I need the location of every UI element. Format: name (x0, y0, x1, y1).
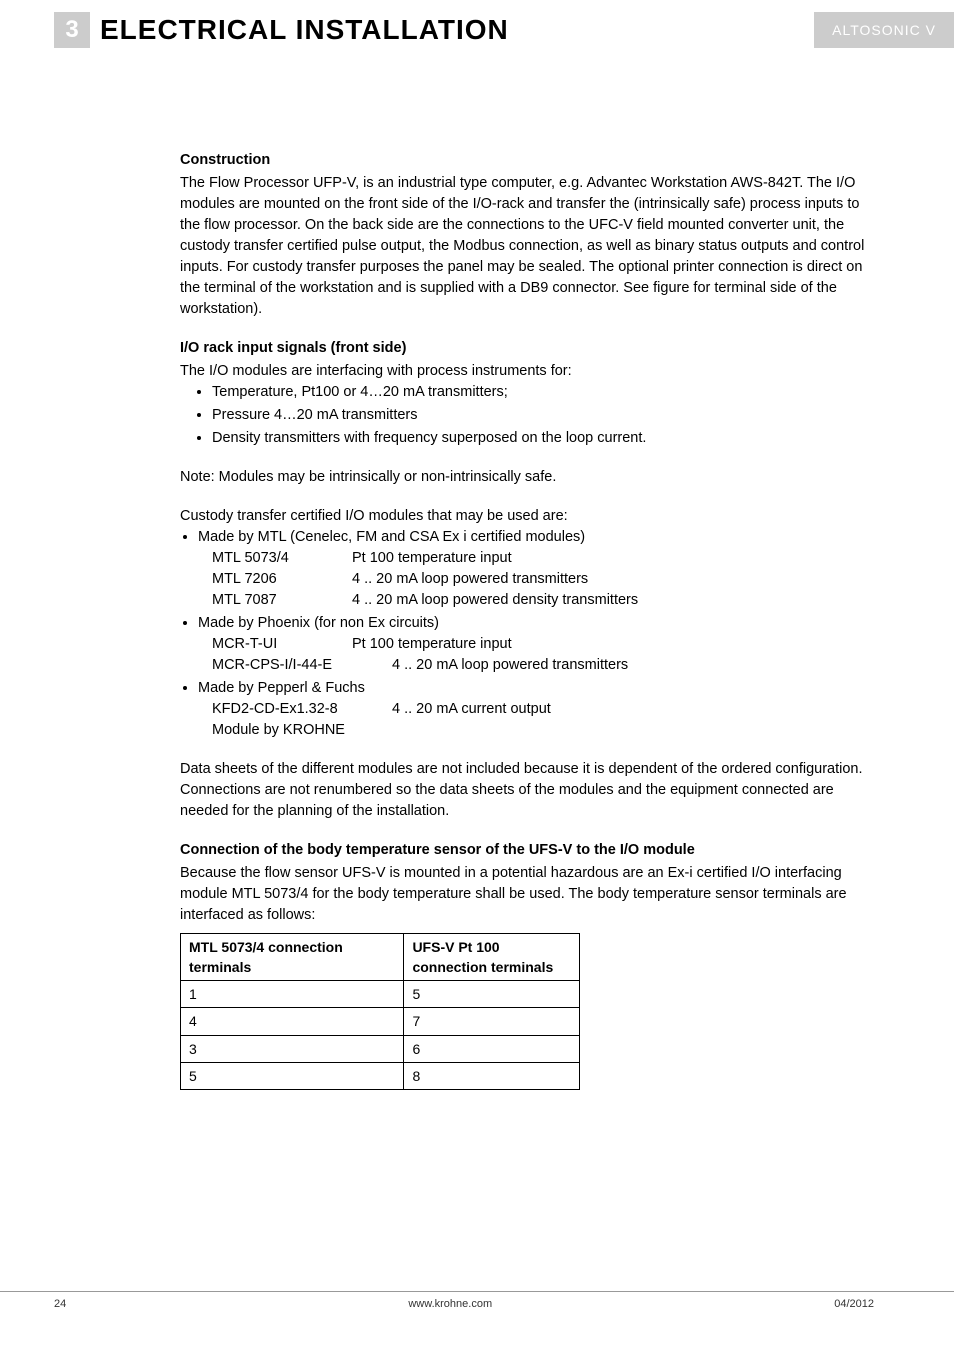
custody-intro: Custody transfer certified I/O modules t… (180, 506, 874, 527)
page-header: 3 ELECTRICAL INSTALLATION ALTOSONIC V (0, 0, 954, 60)
table-cell: 1 (181, 981, 404, 1008)
module-group: Made by MTL (Cenelec, FM and CSA Ex i ce… (198, 527, 874, 611)
module-row: MCR-CPS-I/I-44-E4 .. 20 mA loop powered … (212, 655, 874, 676)
module-trailing: Module by KROHNE (212, 720, 874, 741)
module-group: Made by Phoenix (for non Ex circuits) MC… (198, 613, 874, 676)
table-cell: 8 (404, 1062, 580, 1089)
list-item: Temperature, Pt100 or 4…20 mA transmitte… (212, 382, 874, 403)
table-row: 15 (181, 981, 580, 1008)
module-row: MTL 5073/4Pt 100 temperature input (212, 548, 874, 569)
module-desc: 4 .. 20 mA current output (392, 699, 551, 720)
table-header-row: MTL 5073/4 connection terminals UFS-V Pt… (181, 933, 580, 981)
note-paragraph: Note: Modules may be intrinsically or no… (180, 467, 874, 488)
module-code: KFD2-CD-Ex1.32-8 (212, 699, 392, 720)
table-cell: 3 (181, 1035, 404, 1062)
table-row: 36 (181, 1035, 580, 1062)
module-row: KFD2-CD-Ex1.32-84 .. 20 mA current outpu… (212, 699, 874, 720)
footer-url: www.krohne.com (408, 1298, 492, 1310)
table-cell: 4 (181, 1008, 404, 1035)
module-code: MCR-CPS-I/I-44-E (212, 655, 392, 676)
module-row: MTL 72064 .. 20 mA loop powered transmit… (212, 569, 874, 590)
module-maker: Made by Phoenix (for non Ex circuits) (198, 615, 439, 631)
construction-paragraph: The Flow Processor UFP-V, is an industri… (180, 173, 874, 320)
connection-heading: Connection of the body temperature senso… (180, 840, 874, 861)
module-desc: 4 .. 20 mA loop powered transmitters (352, 569, 588, 590)
module-code: MTL 5073/4 (212, 548, 352, 569)
module-code: MTL 7206 (212, 569, 352, 590)
module-row: MCR-T-UIPt 100 temperature input (212, 634, 874, 655)
table-header-cell: MTL 5073/4 connection terminals (181, 933, 404, 981)
io-bullet-list: Temperature, Pt100 or 4…20 mA transmitte… (180, 382, 874, 449)
list-item: Pressure 4…20 mA transmitters (212, 405, 874, 426)
module-code: MCR-T-UI (212, 634, 352, 655)
section-title: ELECTRICAL INSTALLATION (100, 14, 509, 46)
table-cell: 5 (404, 981, 580, 1008)
list-item: Density transmitters with frequency supe… (212, 428, 874, 449)
page-footer: 24 www.krohne.com 04/2012 (0, 1291, 954, 1310)
construction-heading: Construction (180, 150, 874, 171)
io-heading: I/O rack input signals (front side) (180, 338, 874, 359)
connection-paragraph: Because the flow sensor UFS-V is mounted… (180, 863, 874, 926)
page-number: 24 (54, 1298, 66, 1310)
table-row: 58 (181, 1062, 580, 1089)
table-row: 47 (181, 1008, 580, 1035)
module-maker: Made by Pepperl & Fuchs (198, 680, 365, 696)
io-intro: The I/O modules are interfacing with pro… (180, 361, 874, 382)
module-maker: Made by MTL (Cenelec, FM and CSA Ex i ce… (198, 529, 585, 545)
module-list: Made by MTL (Cenelec, FM and CSA Ex i ce… (180, 527, 874, 741)
module-group: Made by Pepperl & Fuchs KFD2-CD-Ex1.32-8… (198, 678, 874, 741)
module-code: MTL 7087 (212, 590, 352, 611)
table-cell: 5 (181, 1062, 404, 1089)
table-header-cell: UFS-V Pt 100 connection terminals (404, 933, 580, 981)
connection-table: MTL 5073/4 connection terminals UFS-V Pt… (180, 933, 580, 1091)
module-desc: 4 .. 20 mA loop powered density transmit… (352, 590, 638, 611)
section-number-badge: 3 (54, 12, 90, 48)
table-cell: 7 (404, 1008, 580, 1035)
module-desc: Pt 100 temperature input (352, 548, 512, 569)
table-cell: 6 (404, 1035, 580, 1062)
product-label: ALTOSONIC V (814, 12, 954, 48)
datasheets-paragraph: Data sheets of the different modules are… (180, 759, 874, 822)
module-desc: 4 .. 20 mA loop powered transmitters (392, 655, 628, 676)
module-row: MTL 70874 .. 20 mA loop powered density … (212, 590, 874, 611)
module-desc: Pt 100 temperature input (352, 634, 512, 655)
footer-date: 04/2012 (834, 1298, 874, 1310)
page-content: Construction The Flow Processor UFP-V, i… (0, 60, 954, 1090)
